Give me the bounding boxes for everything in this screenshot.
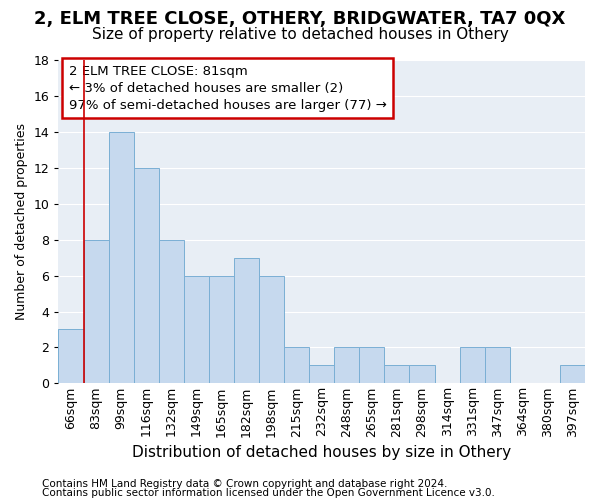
Bar bbox=[209, 276, 234, 384]
Text: Size of property relative to detached houses in Othery: Size of property relative to detached ho… bbox=[92, 28, 508, 42]
Bar bbox=[309, 366, 334, 384]
Bar bbox=[159, 240, 184, 384]
Text: 2 ELM TREE CLOSE: 81sqm
← 3% of detached houses are smaller (2)
97% of semi-deta: 2 ELM TREE CLOSE: 81sqm ← 3% of detached… bbox=[69, 65, 387, 112]
Text: 2, ELM TREE CLOSE, OTHERY, BRIDGWATER, TA7 0QX: 2, ELM TREE CLOSE, OTHERY, BRIDGWATER, T… bbox=[34, 10, 566, 28]
Bar bbox=[259, 276, 284, 384]
Bar bbox=[83, 240, 109, 384]
Bar bbox=[184, 276, 209, 384]
Bar bbox=[134, 168, 159, 384]
Bar bbox=[409, 366, 434, 384]
Bar bbox=[109, 132, 134, 384]
Bar bbox=[334, 348, 359, 384]
Bar bbox=[359, 348, 385, 384]
Bar bbox=[234, 258, 259, 384]
Bar bbox=[58, 330, 83, 384]
Y-axis label: Number of detached properties: Number of detached properties bbox=[15, 123, 28, 320]
Bar bbox=[560, 366, 585, 384]
Bar bbox=[284, 348, 309, 384]
Bar bbox=[460, 348, 485, 384]
Bar bbox=[385, 366, 409, 384]
X-axis label: Distribution of detached houses by size in Othery: Distribution of detached houses by size … bbox=[132, 445, 511, 460]
Text: Contains public sector information licensed under the Open Government Licence v3: Contains public sector information licen… bbox=[42, 488, 495, 498]
Bar bbox=[485, 348, 510, 384]
Text: Contains HM Land Registry data © Crown copyright and database right 2024.: Contains HM Land Registry data © Crown c… bbox=[42, 479, 448, 489]
